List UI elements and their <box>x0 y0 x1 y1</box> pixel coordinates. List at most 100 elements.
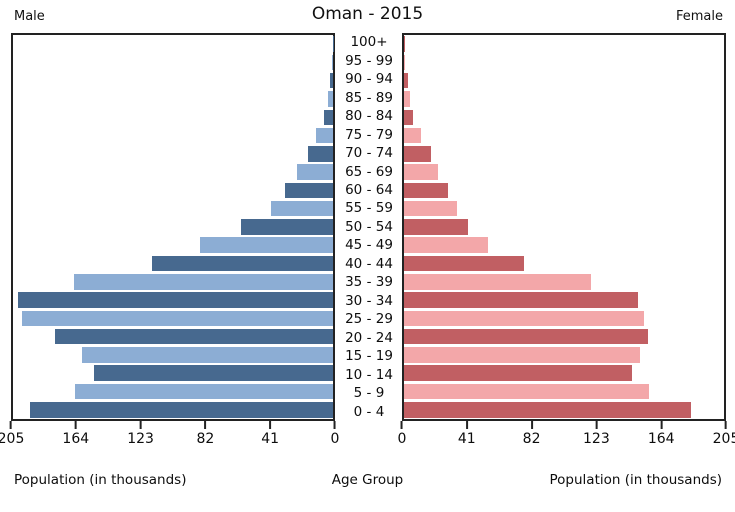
female-axis-tick-mark <box>465 421 468 429</box>
age-group-label-75-79: 75 - 79 <box>345 126 393 143</box>
male-x-axis-title: Population (in thousands) <box>14 472 187 488</box>
male-axis-tick-mark <box>9 421 12 429</box>
male-axis-tick-label: 41 <box>261 431 280 447</box>
age-group-label-90-94: 90 - 94 <box>345 71 393 88</box>
male-axis-tick-mark <box>333 421 336 429</box>
male-bar-row <box>13 72 333 90</box>
female-bar-row <box>404 108 724 126</box>
female-bar-row <box>404 218 724 236</box>
age-group-label-60-64: 60 - 64 <box>345 181 393 198</box>
female-bar-70-74 <box>404 146 431 162</box>
female-bar-0-4 <box>404 402 692 418</box>
female-bar-row <box>404 145 724 163</box>
female-bar-row <box>404 236 724 254</box>
male-bar-row <box>13 291 333 309</box>
female-bar-row <box>404 254 724 272</box>
male-bar-75-79 <box>315 127 333 144</box>
female-bar-row <box>404 72 724 90</box>
female-x-axis: 0 41 82 123 164 205 <box>398 421 735 451</box>
female-bar-row <box>404 291 724 309</box>
female-axis-tick-label: 164 <box>647 431 675 447</box>
female-bar-35-39 <box>404 274 592 290</box>
female-bar-15-19 <box>404 347 640 363</box>
male-bar-80-84 <box>323 109 333 126</box>
female-bar-50-54 <box>404 219 468 235</box>
male-bar-70-74 <box>308 146 333 162</box>
male-axis-tick-41: 41 <box>261 421 279 447</box>
male-plot-area <box>11 33 335 421</box>
male-bar-row <box>13 254 333 272</box>
age-group-label-55-59: 55 - 59 <box>345 200 393 217</box>
age-group-label-35-39: 35 - 39 <box>345 274 393 291</box>
age-group-label-0-4: 0 - 4 <box>353 403 385 420</box>
male-axis-tick-label: 0 <box>330 431 340 447</box>
female-axis-tick-label: 123 <box>583 431 610 447</box>
male-bar-row <box>13 346 333 364</box>
male-bar-90-94 <box>329 72 333 89</box>
female-bar-row <box>404 401 724 419</box>
male-bar-20-24 <box>55 328 333 345</box>
male-axis-tick-164: 164 <box>62 421 89 447</box>
female-axis-tick-label: 0 <box>397 431 407 447</box>
male-axis-tick-0: 0 <box>330 421 340 447</box>
male-bar-row <box>13 401 333 419</box>
age-group-label-95-99: 95 - 99 <box>345 52 393 69</box>
male-bar-55-59 <box>270 200 333 217</box>
male-bar-row <box>13 35 333 53</box>
female-axis-tick-82: 82 <box>523 421 541 447</box>
female-axis-tick-label: 41 <box>457 431 476 447</box>
age-group-label-10-14: 10 - 14 <box>345 366 393 383</box>
male-bar-60-64 <box>284 182 333 199</box>
age-group-label-100plus: 100+ <box>350 34 388 51</box>
male-bar-95-99 <box>332 54 333 71</box>
age-group-axis-title: Age Group <box>331 472 404 488</box>
female-bar-55-59 <box>404 200 458 217</box>
male-bar-0-4 <box>30 402 333 418</box>
female-axis-tick-mark <box>530 421 533 429</box>
male-axis-tick-mark <box>269 421 272 429</box>
female-axis-tick-mark <box>660 421 663 429</box>
age-group-label-40-44: 40 - 44 <box>345 255 393 272</box>
male-bar-row <box>13 90 333 108</box>
male-bar-30-34 <box>17 292 333 308</box>
age-group-label-45-49: 45 - 49 <box>345 237 393 254</box>
female-bar-60-64 <box>404 182 448 199</box>
male-axis-tick-mark <box>139 421 142 429</box>
age-group-label-5-9: 5 - 9 <box>353 385 385 402</box>
male-bar-row <box>13 163 333 181</box>
female-bar-30-34 <box>404 292 639 308</box>
female-bar-row <box>404 273 724 291</box>
female-bar-25-29 <box>404 310 645 327</box>
male-bar-row <box>13 273 333 291</box>
female-bar-row <box>404 382 724 400</box>
male-bar-65-69 <box>297 164 333 180</box>
male-axis-tick-mark <box>74 421 77 429</box>
female-bar-45-49 <box>404 237 489 253</box>
female-bar-row <box>404 126 724 144</box>
age-group-label-80-84: 80 - 84 <box>345 108 393 125</box>
male-axis-tick-label: 123 <box>127 431 154 447</box>
female-bar-row <box>404 200 724 218</box>
male-bar-row <box>13 382 333 400</box>
age-group-label-70-74: 70 - 74 <box>345 145 393 162</box>
male-bar-row <box>13 364 333 382</box>
chart-title: Oman - 2015 <box>311 4 424 24</box>
male-bar-40-44 <box>151 255 333 272</box>
female-x-axis-title: Population (in thousands) <box>549 472 722 488</box>
male-axis-tick-label: 82 <box>196 431 215 447</box>
male-bar-row <box>13 309 333 327</box>
female-bar-row <box>404 53 724 71</box>
male-axis-tick-82: 82 <box>196 421 214 447</box>
female-axis-tick-label: 205 <box>712 431 735 447</box>
female-bar-85-89 <box>404 91 411 107</box>
male-side-label: Male <box>14 9 45 24</box>
male-bar-50-54 <box>240 219 333 235</box>
male-bar-row <box>13 53 333 71</box>
male-axis-tick-mark <box>204 421 207 429</box>
male-x-axis: 205 164 123 82 41 0 <box>0 421 339 451</box>
male-bar-45-49 <box>200 237 333 253</box>
age-group-label-30-34: 30 - 34 <box>345 292 393 309</box>
female-bar-row <box>404 181 724 199</box>
female-bar-80-84 <box>404 109 414 126</box>
